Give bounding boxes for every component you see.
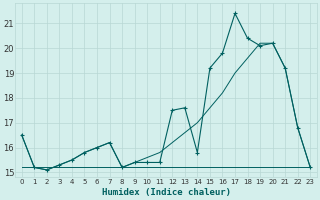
X-axis label: Humidex (Indice chaleur): Humidex (Indice chaleur) [101, 188, 230, 197]
